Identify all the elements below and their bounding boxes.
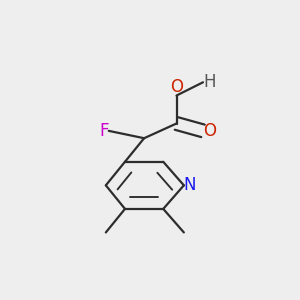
Text: H: H <box>203 73 215 91</box>
Text: F: F <box>99 122 109 140</box>
Text: N: N <box>184 176 197 194</box>
Text: O: O <box>170 77 183 95</box>
Text: O: O <box>203 122 216 140</box>
